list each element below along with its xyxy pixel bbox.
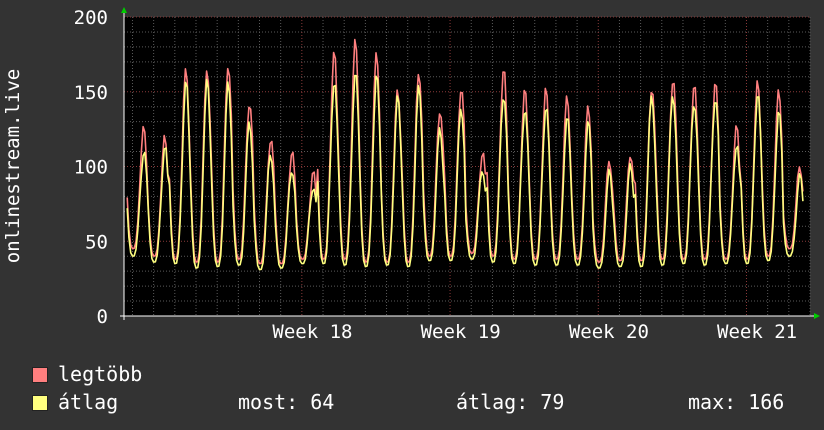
y-axis-label: onlinestream.live: [2, 69, 24, 263]
series-group: [126, 38, 804, 271]
stat-now: most: 64: [238, 390, 335, 414]
y-tick-label: 200: [74, 7, 108, 29]
y-tick-label: 50: [85, 231, 108, 253]
x-axis-arrow: [814, 313, 820, 319]
y-tick-label: 100: [74, 157, 108, 179]
x-tick-label: Week 20: [569, 321, 649, 343]
legend-swatch-avg: [32, 395, 48, 411]
legend-label-max: legtöbb: [58, 362, 143, 386]
stat-avg: átlag: 79: [456, 390, 565, 414]
x-axis-ticks: Week 18 Week 19 Week 20 Week 21: [272, 321, 797, 343]
stat-max: max: 166: [688, 390, 785, 414]
x-tick-label: Week 19: [421, 321, 501, 343]
y-tick-label: 0: [97, 306, 108, 328]
legend-swatch-max: [32, 367, 48, 383]
x-tick-label: Week 18: [272, 321, 352, 343]
legend-label-avg: átlag: [58, 390, 119, 414]
y-axis-arrow: [121, 7, 127, 13]
series-line-avg: [126, 74, 804, 271]
y-axis-ticks: 0 50 100 150 200: [74, 7, 108, 328]
y-tick-label: 150: [74, 82, 108, 104]
x-tick-label: Week 21: [717, 321, 797, 343]
